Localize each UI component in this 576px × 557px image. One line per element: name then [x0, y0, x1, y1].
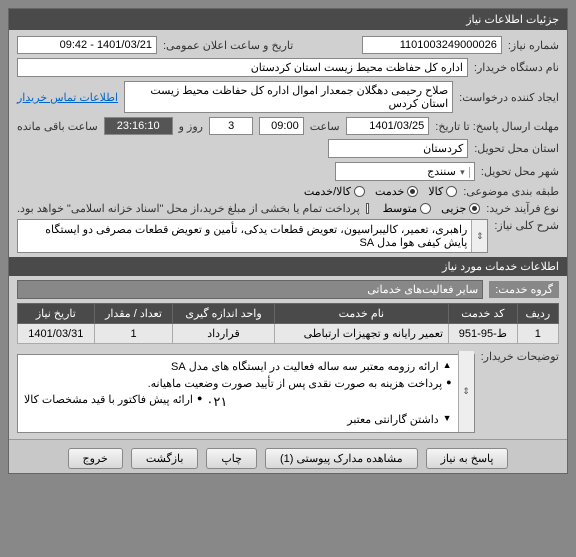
- col-name: نام خدمت: [274, 304, 448, 324]
- buyer-notes-field: ▲ ارائه رزومه معتبر سه ساله فعالیت در ایس…: [17, 354, 475, 433]
- creator-field: صلاح رحیمی دهگلان جمعدار اموال اداره کل …: [124, 81, 453, 113]
- row-province: استان محل تحویل: کردستان: [17, 139, 559, 158]
- row-classification: طبقه بندی موضوعی: کالا خدمت کالا/خدمت: [17, 185, 559, 198]
- row-service-group: گروه خدمت: سایر فعالیت‌های خدماتی: [17, 280, 559, 299]
- cell-row: 1: [517, 324, 558, 344]
- cell-code: ط-95-951: [449, 324, 518, 344]
- note-item: داشتن گارانتی معتبر: [347, 412, 438, 429]
- city-field: ▾ سنندج: [335, 162, 475, 181]
- col-row: ردیف: [517, 304, 558, 324]
- deadline-label: مهلت ارسال پاسخ: تا تاریخ:: [435, 120, 559, 133]
- cell-unit: قرارداد: [173, 324, 274, 344]
- buyer-label: نام دستگاه خریدار:: [474, 61, 559, 74]
- respond-button[interactable]: پاسخ به نیاز: [426, 448, 509, 469]
- remain-label: ساعت باقی مانده: [17, 120, 98, 133]
- col-date: تاریخ نیاز: [18, 304, 95, 324]
- treasury-checkbox[interactable]: [366, 203, 369, 214]
- days-label: روز و: [179, 120, 203, 133]
- countdown-field: 23:16:10: [104, 117, 173, 135]
- class-label: طبقه بندی موضوعی:: [463, 185, 559, 198]
- cell-name: تعمیر رایانه و تجهیزات ارتباطی: [274, 324, 448, 344]
- table-header-row: ردیف کد خدمت نام خدمت واحد اندازه گیری ت…: [18, 304, 559, 324]
- city-label: شهر محل تحویل:: [481, 165, 559, 178]
- col-qty: تعداد / مقدار: [94, 304, 173, 324]
- note-number: ۰۲۱: [206, 392, 227, 412]
- process-label: نوع فرآیند خرید:: [486, 202, 559, 215]
- need-number-label: شماره نیاز:: [508, 39, 559, 52]
- note-item: پرداخت هزینه به صورت نقدی پس از تأیید صو…: [148, 376, 443, 393]
- buyer-field: اداره کل حفاظت محیط زیست استان کردستان: [17, 58, 468, 77]
- services-section-header: اطلاعات خدمات مورد نیاز: [9, 257, 567, 276]
- process-radio-group: جزیی متوسط: [383, 202, 481, 215]
- services-table: ردیف کد خدمت نام خدمت واحد اندازه گیری ت…: [17, 303, 559, 344]
- creator-label: ایجاد کننده درخواست:: [459, 91, 559, 104]
- province-field: کردستان: [328, 139, 468, 158]
- row-description: شرح کلی نیاز: ⇕ راهبری، تعمیر، کالیبراسی…: [17, 219, 559, 253]
- button-bar: پاسخ به نیاز مشاهده مدارک پیوستی (1) چاپ…: [9, 439, 567, 473]
- col-unit: واحد اندازه گیری: [173, 304, 274, 324]
- notes-label: توضیحات خریدار:: [481, 350, 559, 363]
- panel-header: جزئیات اطلاعات نیاز: [9, 9, 567, 30]
- deadline-time-field: 09:00: [259, 117, 303, 135]
- row-process: نوع فرآیند خرید: جزیی متوسط پرداخت تمام …: [17, 202, 559, 215]
- desc-expand-icon[interactable]: ⇕: [471, 220, 487, 252]
- time-label: ساعت: [310, 120, 340, 133]
- group-label: گروه خدمت:: [489, 281, 559, 298]
- radio-minor[interactable]: جزیی: [441, 202, 480, 215]
- contact-link[interactable]: اطلاعات تماس خریدار: [17, 91, 118, 104]
- cell-qty: 1: [94, 324, 173, 344]
- radio-goods[interactable]: کالا: [428, 185, 457, 198]
- group-field: سایر فعالیت‌های خدماتی: [17, 280, 483, 299]
- notes-expand-icon[interactable]: ⇕: [458, 351, 474, 432]
- days-field: 3: [209, 117, 253, 135]
- bullet-icon: ●: [446, 376, 451, 390]
- province-label: استان محل تحویل:: [474, 142, 559, 155]
- announce-field: 1401/03/21 - 09:42: [17, 36, 157, 54]
- attachments-button[interactable]: مشاهده مدارک پیوستی (1): [265, 448, 418, 469]
- desc-label: شرح کلی نیاز:: [494, 219, 559, 232]
- row-need-number: شماره نیاز: 1101003249000026 تاریخ و ساع…: [17, 36, 559, 54]
- treasury-note: پرداخت تمام یا بخشی از مبلغ خرید،از محل …: [17, 202, 360, 215]
- row-buyer: نام دستگاه خریدار: اداره کل حفاظت محیط ز…: [17, 58, 559, 77]
- city-value: سنندج: [427, 166, 456, 178]
- note-item: ارائه پیش فاکتور با قید مشخصات کالا: [24, 392, 193, 409]
- chevron-down-icon: ▾: [456, 167, 470, 178]
- bullet-icon: ▲: [443, 359, 452, 373]
- radio-medium[interactable]: متوسط: [383, 202, 432, 215]
- col-code: کد خدمت: [449, 304, 518, 324]
- print-button[interactable]: چاپ: [206, 448, 257, 469]
- row-buyer-notes: توضیحات خریدار: ⇕ ▲ ارائه رزومه معتبر سه …: [17, 350, 559, 433]
- row-deadline: مهلت ارسال پاسخ: تا تاریخ: 1401/03/25 سا…: [17, 117, 559, 135]
- description-field: راهبری، تعمیر، کالیبراسیون، تعویض قطعات …: [17, 219, 488, 253]
- bullet-icon: ●: [197, 392, 202, 406]
- exit-button[interactable]: خروج: [68, 448, 123, 469]
- cell-date: 1401/03/31: [18, 324, 95, 344]
- radio-service[interactable]: خدمت: [375, 185, 418, 198]
- row-city: شهر محل تحویل: ▾ سنندج: [17, 162, 559, 181]
- bullet-icon: ▼: [443, 412, 452, 426]
- panel-title: جزئیات اطلاعات نیاز: [466, 14, 559, 26]
- radio-both[interactable]: کالا/خدمت: [304, 185, 365, 198]
- details-panel: جزئیات اطلاعات نیاز شماره نیاز: 11010032…: [8, 8, 568, 474]
- row-creator: ایجاد کننده درخواست: صلاح رحیمی دهگلان ج…: [17, 81, 559, 113]
- note-item: ارائه رزومه معتبر سه ساله فعالیت در ایست…: [171, 359, 439, 376]
- deadline-date-field: 1401/03/25: [346, 117, 430, 135]
- table-row[interactable]: 1 ط-95-951 تعمیر رایانه و تجهیزات ارتباط…: [18, 324, 559, 344]
- announce-label: تاریخ و ساعت اعلان عمومی:: [163, 39, 293, 52]
- back-button[interactable]: بازگشت: [131, 448, 199, 469]
- need-number-field: 1101003249000026: [362, 36, 502, 54]
- panel-content: شماره نیاز: 1101003249000026 تاریخ و ساع…: [9, 30, 567, 473]
- class-radio-group: کالا خدمت کالا/خدمت: [304, 185, 457, 198]
